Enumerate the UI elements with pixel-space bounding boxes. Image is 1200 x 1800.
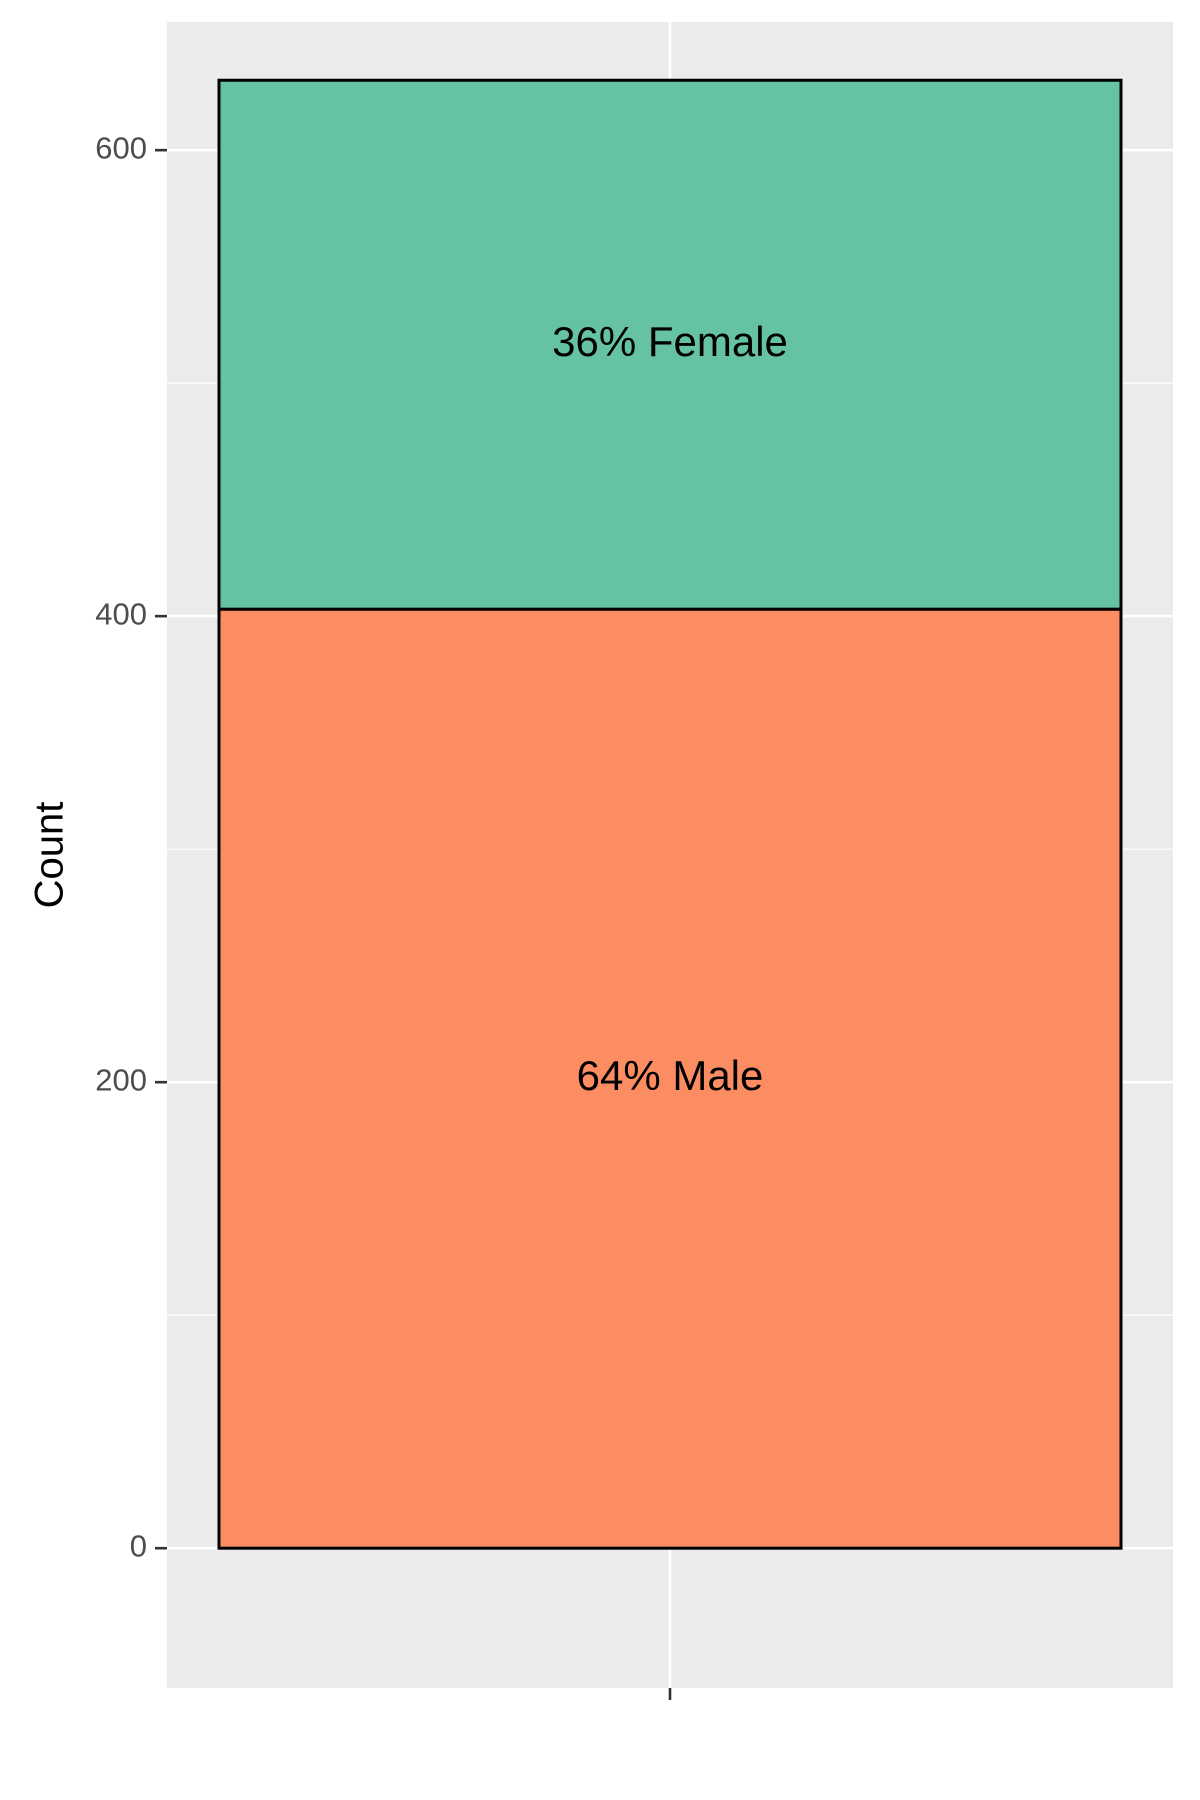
bar-segments <box>217 78 1123 1550</box>
bar-labels: 64% Male 36% Female <box>552 318 788 1099</box>
y-tick-label: 0 <box>130 1528 147 1563</box>
bar-label-female: 36% Female <box>552 318 788 365</box>
bar-segment-male <box>217 607 1123 1550</box>
bar-segment-female <box>217 78 1123 611</box>
y-axis: 0 200 400 600 <box>95 130 167 1563</box>
y-axis-title: Count <box>28 802 72 909</box>
bar-label-male: 64% Male <box>577 1052 764 1099</box>
y-tick-label: 600 <box>95 130 147 165</box>
y-tick-label: 400 <box>95 596 147 631</box>
y-tick-label: 200 <box>95 1062 147 1097</box>
